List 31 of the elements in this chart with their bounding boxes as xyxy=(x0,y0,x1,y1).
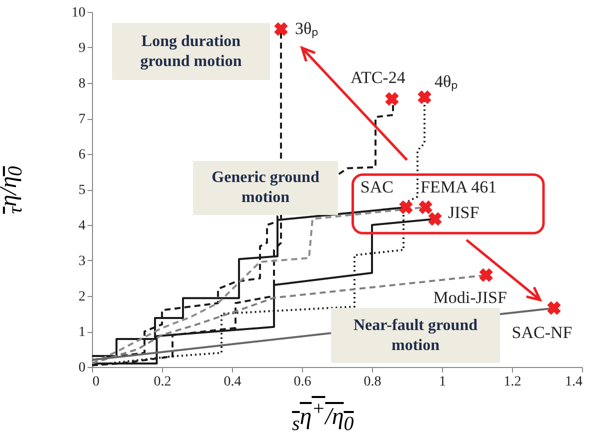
x-tick-label: 0.6 xyxy=(294,374,312,390)
annotation: ATC-24 xyxy=(350,68,406,87)
x-tick-label: 0.2 xyxy=(154,374,172,390)
x-tick-label: 0 xyxy=(92,374,100,390)
note-box: Long duration ground motion xyxy=(112,23,270,80)
y-tick-label: 4 xyxy=(78,218,86,234)
annotation: 4θₚ xyxy=(434,72,458,92)
y-tick-label: 9 xyxy=(78,41,86,56)
annotation: FEMA 461 xyxy=(420,177,497,196)
x-axis-title: $_{s}$η$^{+}$/η$_{0}$ xyxy=(292,398,354,436)
y-tick-label: 3 xyxy=(78,254,86,269)
y-tick-label: 8 xyxy=(78,76,86,92)
y-tick-label: 0 xyxy=(78,360,86,376)
y-tick-label: 10 xyxy=(72,6,86,20)
y-tick-label: 7 xyxy=(78,112,86,127)
y-tick-label: 6 xyxy=(78,148,86,162)
x-tick-label: 0.8 xyxy=(364,374,382,390)
annotation: Modi-JISF xyxy=(433,288,507,308)
note-box: Near-fault ground motion xyxy=(331,308,500,363)
annotation: SAC-NF xyxy=(512,323,572,342)
x-tick-label: 1 xyxy=(439,374,446,390)
y-tick-label: 2 xyxy=(78,290,86,304)
note-box: Generic ground motion xyxy=(193,161,338,215)
y-tick-label: 1 xyxy=(78,325,86,340)
y-tick-label: 5 xyxy=(78,183,86,198)
x-tick-label: 0.4 xyxy=(224,374,242,390)
annotation: SAC xyxy=(360,177,394,196)
x-tick-label: 1.4 xyxy=(565,374,582,390)
annotation: 3θₚ xyxy=(295,19,319,40)
x-tick-label: 1.2 xyxy=(504,374,522,390)
annotation: JISF xyxy=(448,202,480,222)
